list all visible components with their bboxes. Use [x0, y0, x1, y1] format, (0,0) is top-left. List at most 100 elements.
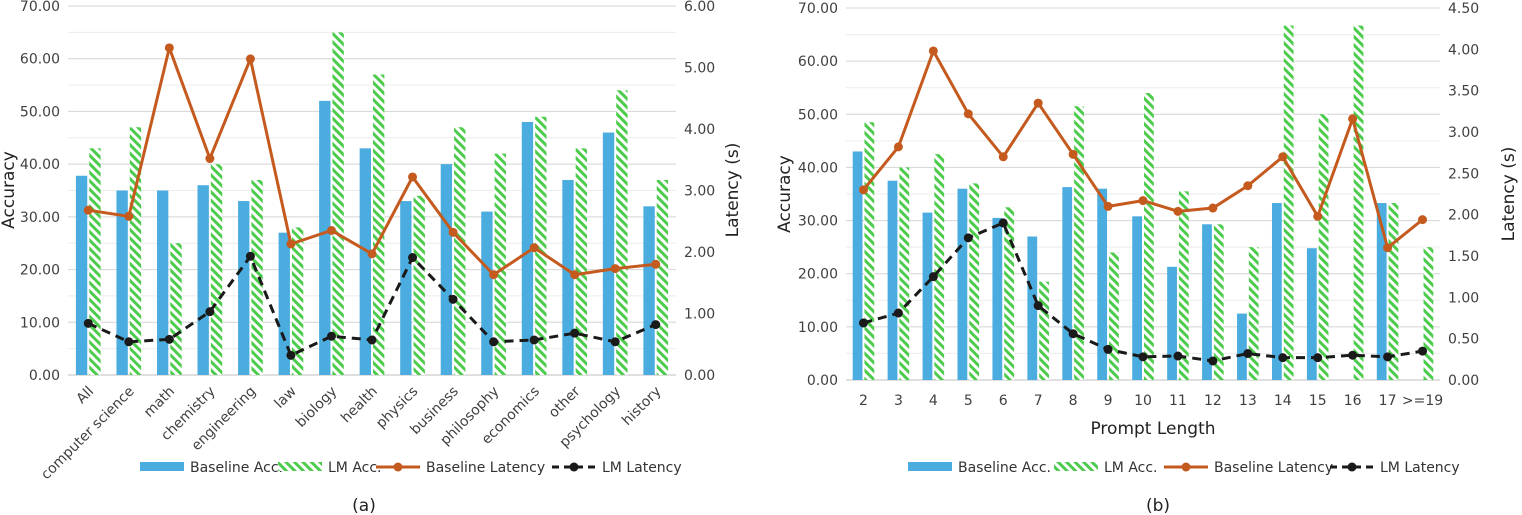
- x-tick-label: 14: [1274, 393, 1292, 409]
- point-lm-latency: [1348, 350, 1358, 360]
- point-baseline-latency: [1068, 149, 1078, 159]
- bar-lm-acc: [251, 179, 263, 375]
- x-tick-label: 16: [1344, 393, 1362, 409]
- y2-tick-label: 0.00: [684, 368, 715, 384]
- point-lm-latency: [963, 233, 973, 243]
- point-baseline-latency: [1348, 114, 1358, 124]
- bar-lm-acc: [1144, 93, 1154, 381]
- bar-lm-acc: [210, 164, 223, 375]
- bar-lm-acc: [170, 243, 182, 375]
- point-lm-latency: [998, 218, 1008, 228]
- bar-baseline-acc: [440, 164, 453, 375]
- point-lm-latency: [1138, 352, 1148, 362]
- point-baseline-latency: [858, 185, 868, 195]
- bar-baseline-acc: [1027, 236, 1038, 380]
- y-tick-label: 50.00: [798, 107, 838, 123]
- x-tick-label: >=19: [1402, 393, 1443, 409]
- point-lm-latency: [529, 335, 539, 345]
- bar-baseline-acc: [992, 217, 1003, 380]
- y2-tick-label: 0.50: [1448, 332, 1479, 348]
- bar-baseline-acc: [852, 151, 863, 380]
- bar-baseline-acc: [1306, 248, 1317, 380]
- chart-a: 0.0010.0020.0030.0040.0050.0060.0070.00 …: [0, 0, 743, 515]
- y-tick-label: 70.00: [798, 1, 838, 17]
- x-tick-label: 12: [1204, 393, 1222, 409]
- point-baseline-latency: [1383, 243, 1393, 253]
- bar-lm-acc: [864, 122, 875, 380]
- point-baseline-latency: [1418, 215, 1428, 225]
- bar-lm-acc: [1109, 252, 1119, 380]
- point-lm-latency: [570, 328, 580, 338]
- x-tick-label: 8: [1069, 393, 1078, 409]
- chart-b-y2-ticks: 0.00 0.50 1.00 1.50 2.00 2.50 3.00 3.50 4.00 4.50: [1448, 1, 1479, 389]
- bar-lm-acc: [1248, 247, 1259, 380]
- y-tick-label: 30.00: [20, 210, 60, 226]
- legend-swatch-lm-acc: [278, 462, 322, 471]
- x-tick-label: 5: [964, 393, 973, 409]
- y2-tick-label: 2.00: [684, 245, 715, 261]
- y2-tick-label: 5.00: [684, 61, 715, 77]
- y-tick-label: 0.00: [807, 373, 838, 389]
- legend-marker: [1181, 462, 1191, 472]
- point-lm-latency: [164, 334, 174, 344]
- point-lm-latency: [205, 307, 215, 317]
- point-baseline-latency: [367, 249, 377, 259]
- bar-baseline-acc: [400, 201, 412, 375]
- bar-lm-acc: [575, 148, 588, 375]
- y2-tick-label: 4.00: [1448, 42, 1479, 58]
- point-lm-latency: [893, 308, 903, 318]
- bar-lm-acc: [494, 153, 506, 375]
- chart-a-y2-ticks: 0.00 1.00 2.00 3.00 4.00 5.00 6.00: [684, 0, 715, 384]
- bar-lm-acc: [129, 127, 142, 375]
- chart-b-bars: [852, 25, 1434, 381]
- bar-lm-acc: [1039, 281, 1049, 380]
- bar-baseline-acc: [887, 180, 898, 380]
- point-lm-latency: [1208, 356, 1218, 366]
- y2-tick-label: 3.00: [684, 184, 715, 200]
- y-tick-label: 20.00: [20, 263, 60, 279]
- y2-tick-label: 3.00: [1448, 125, 1479, 141]
- point-lm-latency: [489, 337, 499, 347]
- x-tick-label: 7: [1034, 393, 1043, 409]
- point-lm-latency: [1103, 344, 1113, 354]
- y-tick-label: 60.00: [798, 54, 838, 70]
- bar-lm-acc: [89, 148, 101, 375]
- point-lm-latency: [928, 272, 938, 282]
- point-baseline-latency: [286, 239, 296, 249]
- chart-a-caption: (a): [352, 496, 376, 515]
- chart-b-y-ticks: 0.00 10.00 20.00 30.00 40.00 50.00 60.00 70.00: [798, 1, 838, 389]
- line-lm-latency: [863, 221, 1423, 363]
- y2-tick-label: 1.00: [1448, 290, 1479, 306]
- point-baseline-latency: [448, 227, 458, 237]
- chart-a-y2-axis-title: Latency (s): [723, 143, 743, 238]
- x-tick-label: 11: [1169, 393, 1187, 409]
- y2-tick-label: 2.00: [1448, 208, 1479, 224]
- bar-baseline-acc: [359, 148, 371, 375]
- point-lm-latency: [408, 253, 418, 263]
- legend-label: LM Acc.: [1104, 460, 1158, 476]
- x-tick-label: 2: [859, 393, 868, 409]
- point-baseline-latency: [893, 142, 903, 152]
- point-lm-latency: [83, 318, 93, 328]
- bar-lm-acc: [1318, 114, 1329, 381]
- legend-label: LM Acc.: [328, 460, 382, 476]
- legend-label: Baseline Acc.: [958, 460, 1051, 476]
- point-lm-latency: [1278, 353, 1288, 363]
- bar-lm-acc: [1283, 25, 1294, 381]
- bar-baseline-acc: [1167, 266, 1177, 380]
- bar-baseline-acc: [197, 185, 209, 375]
- chart-a-legend: Baseline Acc. LM Acc. Baseline Latency LM L…: [140, 460, 682, 476]
- bar-lm-acc: [535, 116, 547, 375]
- bar-lm-acc: [656, 179, 669, 375]
- x-tick-label: law: [272, 384, 300, 412]
- legend-swatch-baseline-acc: [908, 462, 952, 471]
- bar-baseline-acc: [1271, 203, 1282, 380]
- point-baseline-latency: [408, 172, 418, 182]
- x-tick-label: 17: [1379, 393, 1397, 409]
- point-lm-latency: [286, 350, 296, 360]
- y2-tick-label: 4.00: [684, 122, 715, 138]
- legend-label: LM Latency: [1380, 460, 1460, 476]
- point-lm-latency: [651, 320, 661, 330]
- point-lm-latency: [1033, 301, 1043, 311]
- bar-baseline-acc: [643, 206, 655, 375]
